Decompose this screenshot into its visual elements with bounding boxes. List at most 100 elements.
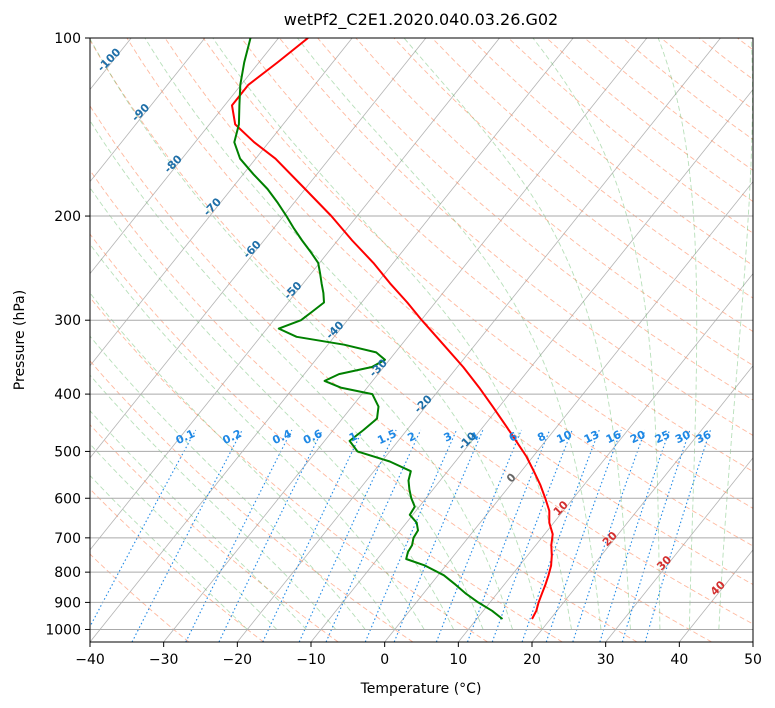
moist-adiabat bbox=[90, 374, 337, 630]
profiles bbox=[231, 38, 554, 620]
background-lines bbox=[0, 38, 753, 642]
plot-frame bbox=[89, 37, 754, 643]
mixing-ratio-label: 0.6 bbox=[301, 427, 324, 447]
mixing-ratio-label: 30 bbox=[673, 428, 693, 446]
mixing-ratio-line bbox=[621, 429, 691, 642]
mixing-ratio-label: 1.5 bbox=[375, 427, 398, 447]
moist-adiabat bbox=[657, 38, 698, 630]
moist-adiabat bbox=[297, 38, 602, 630]
dry-adiabat bbox=[431, 38, 753, 299]
mixing-ratio-line bbox=[572, 429, 646, 642]
mixing-ratio-label: 3 bbox=[442, 430, 454, 445]
mixing-ratio-label: 0.1 bbox=[174, 427, 197, 447]
dry-adiabat bbox=[393, 38, 753, 333]
y-tick-label: 700 bbox=[54, 531, 81, 547]
moist-adiabat-label: 40 bbox=[708, 578, 728, 598]
mixing-ratio-line bbox=[435, 429, 522, 642]
x-tick-label: 50 bbox=[744, 652, 762, 668]
dry-adiabat bbox=[737, 38, 753, 51]
moist-adiabat bbox=[90, 119, 484, 630]
mixing-ratio-label: 13 bbox=[582, 428, 601, 446]
x-tick-label: −10 bbox=[296, 652, 326, 668]
isotherm bbox=[0, 38, 58, 642]
y-tick-label: 500 bbox=[54, 444, 81, 460]
moist-adiabat bbox=[403, 38, 631, 630]
mixing-ratio-line bbox=[262, 429, 364, 642]
dry-adiabat bbox=[240, 38, 753, 473]
mixing-ratio-line bbox=[491, 429, 573, 642]
mixing-ratio-line bbox=[364, 429, 458, 642]
x-tick-label: 10 bbox=[449, 652, 467, 668]
x-tick-label: 30 bbox=[597, 652, 615, 668]
x-tick-label: 40 bbox=[670, 652, 688, 668]
isotherm bbox=[679, 549, 753, 642]
dry-adiabat-label: -60 bbox=[241, 238, 264, 261]
mixing-ratio-line bbox=[298, 429, 397, 642]
moist-adiabat bbox=[144, 38, 543, 630]
mixing-ratio-line bbox=[218, 429, 323, 642]
dry-adiabat bbox=[164, 38, 753, 547]
dry-adiabat bbox=[469, 38, 753, 266]
y-tick-label: 300 bbox=[54, 313, 81, 329]
mixing-ratio-label: 2 bbox=[405, 430, 417, 445]
dry-adiabat bbox=[584, 38, 753, 171]
moist-adiabat bbox=[90, 38, 514, 630]
dry-adiabat-label: -70 bbox=[201, 195, 224, 218]
mixing-ratio-label: 36 bbox=[694, 428, 714, 446]
moist-adiabat bbox=[532, 38, 661, 630]
mixing-ratio-label: 25 bbox=[653, 428, 672, 446]
dry-adiabat bbox=[508, 38, 753, 234]
mixing-ratio-label: 1 bbox=[347, 430, 359, 445]
moist-adiabat-label: 30 bbox=[654, 553, 674, 573]
dry-adiabat bbox=[90, 360, 414, 642]
x-tick-label: −40 bbox=[75, 652, 105, 668]
dry-adiabat bbox=[90, 233, 563, 642]
dry-adiabat-label: -30 bbox=[367, 356, 390, 379]
y-axis: 100 200 300 400 500 600 700 800 900 1000 bbox=[45, 31, 90, 638]
dry-adiabat bbox=[279, 38, 753, 436]
moist-adiabat bbox=[90, 443, 278, 630]
mixing-ratio-line bbox=[644, 429, 712, 642]
isotherm bbox=[458, 273, 753, 642]
y-tick-label: 900 bbox=[54, 595, 81, 611]
dry-adiabat bbox=[698, 38, 753, 80]
y-tick-label: 400 bbox=[54, 387, 81, 403]
isotherm bbox=[90, 38, 353, 367]
dry-adiabat bbox=[90, 424, 339, 642]
y-axis-label: Pressure (hPa) bbox=[12, 290, 28, 390]
y-tick-label: 800 bbox=[54, 565, 81, 581]
isotherm bbox=[163, 38, 648, 642]
dry-adiabat bbox=[355, 38, 753, 366]
x-axis: −40 −30 −20 −10 0 10 20 30 40 50 bbox=[75, 642, 762, 668]
mixing-ratio-label: 8 bbox=[535, 430, 547, 445]
isotherm bbox=[90, 38, 574, 642]
mixing-ratio-label: 10 bbox=[555, 428, 575, 446]
isotherm bbox=[90, 38, 500, 551]
moist-adiabat bbox=[90, 335, 366, 630]
dry-adiabat bbox=[90, 553, 190, 642]
dewpoint-line bbox=[233, 38, 504, 620]
isotherm bbox=[605, 457, 753, 642]
moist-adiabat bbox=[90, 243, 425, 630]
dry-adiabat-label: -90 bbox=[129, 101, 152, 124]
dry-adiabat bbox=[90, 105, 712, 642]
dry-adiabat bbox=[546, 38, 753, 203]
moist-adiabat-label: 10 bbox=[551, 498, 571, 518]
temperature-line bbox=[231, 38, 554, 620]
dry-adiabat bbox=[90, 169, 638, 642]
dry-adiabat-label: 0 bbox=[504, 471, 519, 486]
mixing-ratio-line bbox=[545, 429, 622, 642]
moist-adiabat bbox=[90, 292, 396, 630]
moist-adiabat bbox=[718, 38, 753, 630]
isotherm bbox=[90, 38, 206, 183]
moist-adiabat bbox=[212, 38, 572, 630]
mixing-ratio-label: 0.4 bbox=[270, 427, 293, 447]
isotherm bbox=[90, 38, 279, 275]
mixing-ratio-line bbox=[185, 429, 293, 642]
isotherm bbox=[310, 88, 753, 642]
mixing-ratio-line bbox=[599, 429, 671, 642]
moist-adiabat bbox=[90, 474, 248, 630]
isotherm bbox=[90, 38, 427, 459]
pressure-gridlines bbox=[90, 38, 753, 630]
mixing-ratio-label: 20 bbox=[628, 428, 648, 446]
